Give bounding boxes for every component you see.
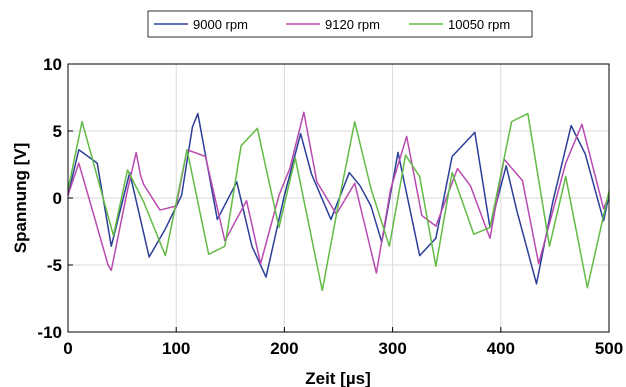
x-tick-label: 200 bbox=[270, 339, 298, 358]
y-axis-label: Spannung [V] bbox=[11, 143, 30, 253]
y-tick-label: -10 bbox=[37, 323, 62, 342]
legend: 9000 rpm 9120 rpm 10050 rpm bbox=[147, 10, 533, 38]
y-tick-label: 10 bbox=[43, 55, 62, 74]
legend-label-0: 9000 rpm bbox=[193, 17, 248, 32]
y-tick-label: -5 bbox=[47, 256, 62, 275]
y-tick-label: 5 bbox=[53, 122, 62, 141]
x-tick-label: 500 bbox=[595, 339, 623, 358]
x-tick-label: 400 bbox=[487, 339, 515, 358]
series-lines bbox=[67, 111, 610, 292]
x-axis-label: Zeit [µs] bbox=[305, 369, 371, 387]
y-tick-label: 0 bbox=[53, 189, 62, 208]
axis-ticks: 0 100 200 300 400 500 10 5 0 -5 -10 bbox=[37, 55, 623, 358]
legend-label-1: 9120 rpm bbox=[325, 17, 380, 32]
legend-label-2: 10050 rpm bbox=[448, 17, 510, 32]
x-tick-label: 100 bbox=[162, 339, 190, 358]
legend-box bbox=[147, 10, 533, 38]
series-line-2 bbox=[67, 112, 610, 292]
x-tick-label: 0 bbox=[63, 339, 72, 358]
grid bbox=[68, 64, 609, 332]
x-tick-label: 300 bbox=[378, 339, 406, 358]
